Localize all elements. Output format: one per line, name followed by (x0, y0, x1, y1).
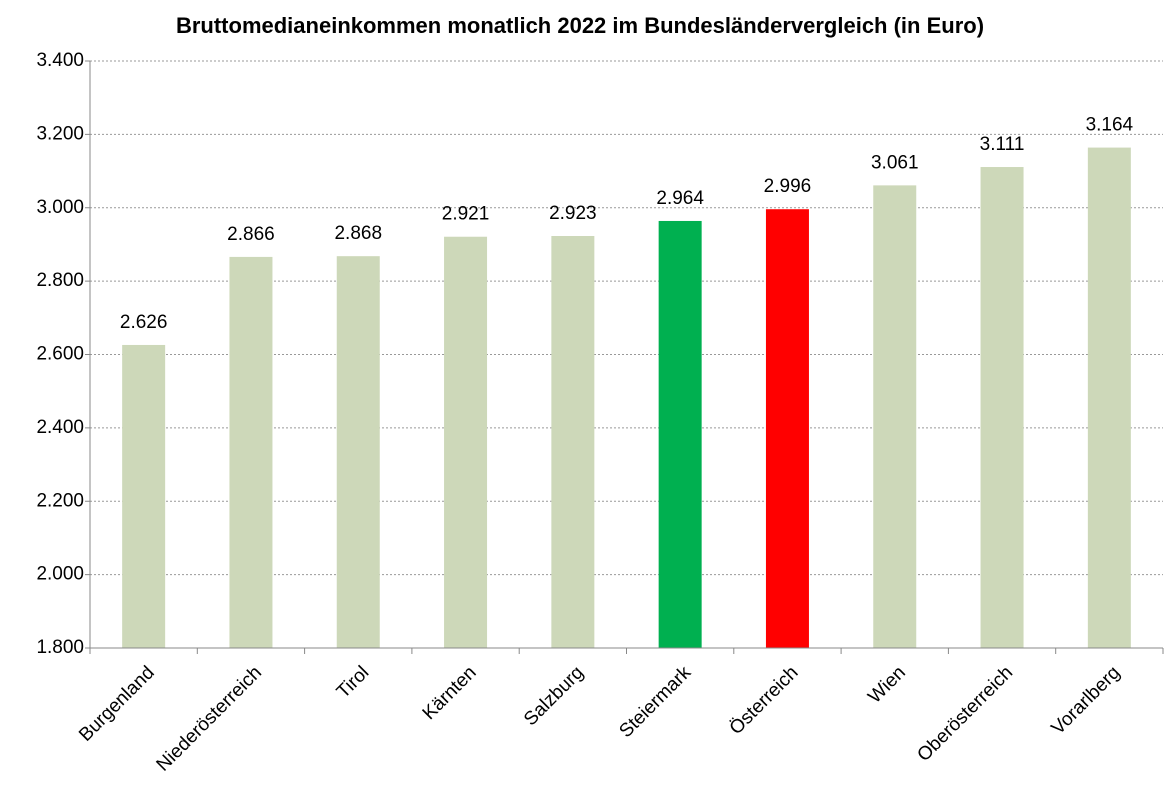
bar (229, 256, 273, 648)
y-tick-label: 2.200 (36, 490, 84, 511)
y-tick-label: 3.200 (36, 123, 84, 144)
bar (551, 235, 595, 648)
value-label: 2.866 (227, 224, 275, 245)
y-tick-label: 2.800 (36, 270, 84, 291)
value-label: 2.923 (549, 203, 597, 224)
value-label: 3.164 (1086, 115, 1134, 136)
bar (1087, 147, 1131, 648)
bar (444, 236, 488, 648)
bar (336, 256, 380, 648)
x-tick-label: Steiermark (615, 662, 695, 742)
bar (873, 185, 917, 649)
x-tick-label: Salzburg (520, 662, 588, 730)
x-tick-label: Kärnten (419, 662, 481, 724)
value-label: 2.868 (334, 223, 382, 244)
chart-title: Bruttomedianeinkommen monatlich 2022 im … (176, 13, 984, 38)
value-label: 3.111 (980, 134, 1025, 155)
y-tick-label: 3.000 (36, 197, 84, 218)
bar (765, 209, 809, 648)
y-tick-label: 2.400 (36, 417, 84, 438)
x-tick-label: Vorarlberg (1048, 662, 1125, 739)
y-tick-label: 3.400 (36, 50, 84, 71)
y-tick-label: 1.800 (36, 637, 84, 658)
bar (980, 167, 1024, 649)
x-tick-label: Österreich (726, 662, 803, 739)
value-label: 2.996 (764, 176, 812, 197)
value-label: 3.061 (871, 152, 919, 173)
x-tick-label: Wien (864, 662, 909, 707)
value-label: 2.921 (442, 204, 490, 225)
y-tick-label: 2.600 (36, 344, 84, 365)
bar (122, 344, 166, 648)
value-label: 2.964 (656, 188, 704, 209)
x-tick-label: Niederösterreich (153, 662, 266, 775)
value-label: 2.626 (120, 312, 168, 333)
x-tick-label: Tirol (333, 662, 373, 702)
y-tick-label: 2.000 (36, 564, 84, 585)
x-tick-label: Oberösterreich (913, 662, 1017, 766)
bar (658, 220, 702, 648)
x-tick-label: Burgenland (75, 662, 159, 746)
